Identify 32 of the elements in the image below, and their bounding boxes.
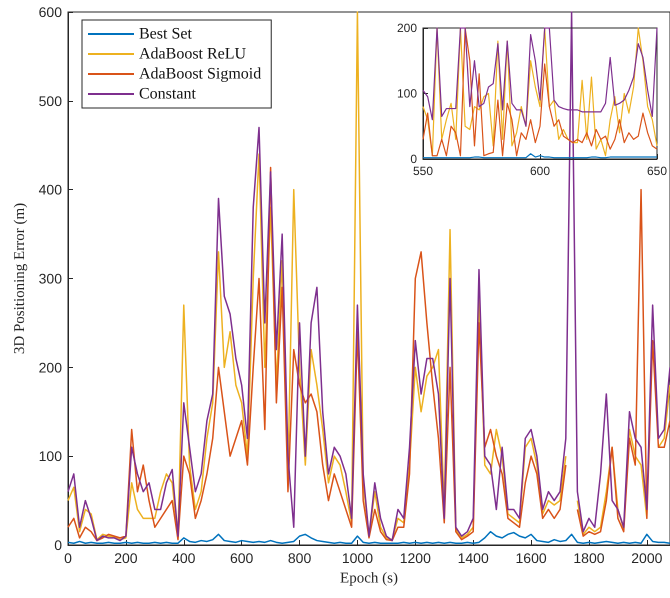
y-tick-label: 100 — [396, 86, 418, 100]
x-tick-label: 1400 — [458, 550, 489, 566]
y-tick-label: 0 — [54, 537, 62, 553]
x-tick-label: 400 — [172, 550, 196, 566]
x-tick-label: 1000 — [342, 550, 374, 566]
legend-label: Constant — [139, 86, 196, 102]
line-series — [422, 27, 658, 156]
y-tick-label: 0 — [410, 152, 418, 166]
y-tick-label: 200 — [38, 359, 62, 376]
x-tick-label: 600 — [530, 164, 550, 178]
x-tick-label: 1600 — [516, 550, 547, 566]
x-tick-label: 600 — [230, 550, 254, 566]
x-tick-label: 650 — [646, 164, 668, 178]
legend-label: AdaBoost Sigmoid — [139, 66, 262, 82]
y-tick-label: 600 — [38, 4, 62, 20]
x-tick-label: 200 — [114, 550, 138, 566]
x-tick-label: 1800 — [573, 550, 605, 566]
x-tick-label: 2000 — [631, 550, 663, 566]
y-tick-label: 100 — [38, 448, 62, 464]
legend-label: Best Set — [139, 26, 192, 42]
legend-label: AdaBoost ReLU — [139, 46, 247, 62]
x-tick-label: 0 — [64, 550, 72, 566]
y-tick-label: 200 — [396, 21, 418, 35]
x-tick-label: 550 — [412, 164, 434, 178]
line-series — [422, 27, 658, 127]
y-tick-label: 300 — [38, 270, 62, 286]
y-axis-title: 3D Positioning Error (m) — [12, 202, 28, 354]
x-tick-label: 800 — [288, 550, 312, 566]
x-axis-title: Epoch (s) — [340, 570, 398, 586]
x-tick-label: 1200 — [400, 550, 432, 566]
y-tick-label: 400 — [38, 182, 62, 198]
y-tick-label: 500 — [38, 92, 62, 109]
